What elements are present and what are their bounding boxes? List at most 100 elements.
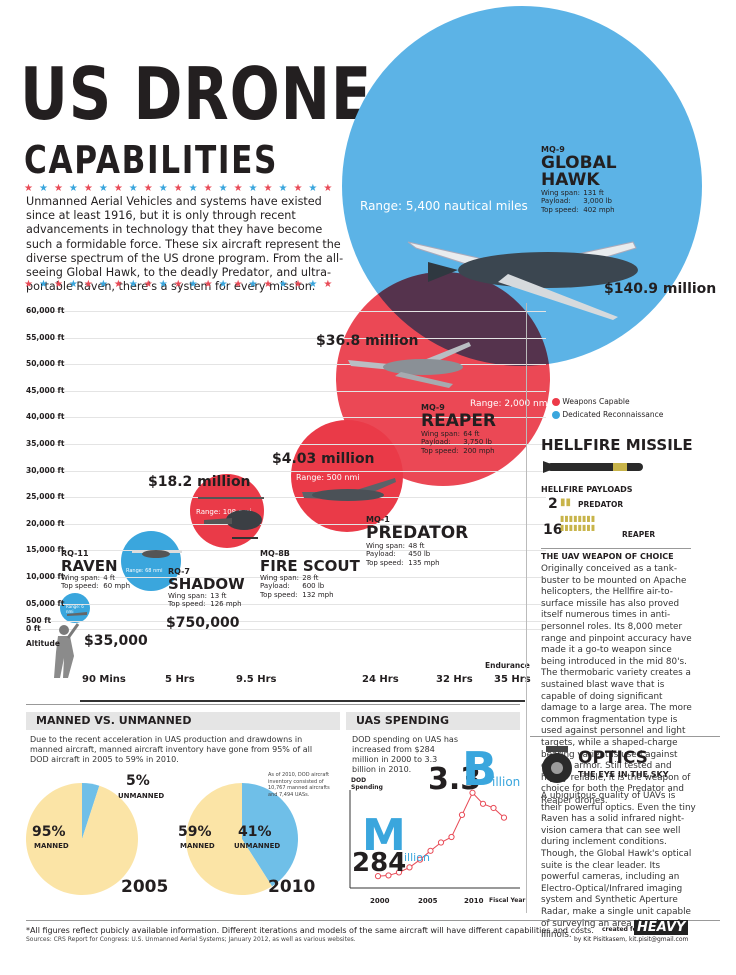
spec-value: 48 ft [408,541,425,550]
y-tick-label: 45,000 ft [26,385,65,395]
drone-code: MQ-8B [260,549,290,558]
drone-name: FIRE SCOUT [260,556,360,575]
x-tick-label: 5 Hrs [165,674,195,685]
spending-point [500,814,508,821]
spending-y-label: DOD Spending [351,777,383,791]
spending-big-word: illion [492,775,521,789]
inventory-note: As of 2010, DOD aircraft inventory consi… [268,772,330,798]
pie-2005-unmanned-label: UNMANNED [118,792,165,800]
x-tick-label: 90 Mins [82,674,126,685]
fire-scout-image [198,497,264,539]
spending-point [479,800,487,807]
spec-label: Payload: [421,438,451,446]
y-tick-label: 25,000 ft [26,492,65,502]
reaper-cost: $36.8 million [316,333,419,349]
spec-value: 126 mph [210,600,242,608]
x-tick-label: 35 Hrs [494,674,531,685]
spec-value: 3,750 lb [463,438,492,446]
predator-missile-count: 2 [548,496,558,512]
pie-2005-manned-label: MANNED [34,842,69,850]
spec-label: Top speed: [421,446,459,455]
author-credit: by Kit Pisitkasem, kit.pisit@gmail.com [574,936,689,943]
spec-value: 132 mph [302,590,334,599]
optics-subtitle: THE EYE IN THE SKY [578,770,669,779]
fire-scout-label: MQ-8B FIRE SCOUT Wing span: 28 ft Payloa… [260,549,360,599]
pie-2010-manned-percent: 59% [178,824,212,840]
spec-value: 600 lb [302,582,325,590]
hellfire-body: Originally conceived as a tank-buster to… [541,564,692,806]
predator-label: MQ-1 PREDATOR Wing span: 48 ft Payload: … [366,515,468,567]
divider [530,736,720,737]
spending-small-word: illion [404,851,430,864]
gridline [26,603,546,605]
spending-section-header: UAS SPENDING [346,712,520,730]
pie-2010-unmanned-percent: 41% [238,824,272,840]
gridline [26,497,546,499]
gridline [26,621,546,622]
gridline [26,470,546,472]
y-tick-label: 40,000 ft [26,412,65,422]
raven-cost: $35,000 [84,633,148,649]
predator-range-circle [291,420,403,532]
spending-point [374,873,382,880]
reaper-missile-count: 16 [543,522,563,538]
pie-2005-year: 2005 [121,877,169,897]
gridline [26,337,546,339]
spending-point [448,833,455,841]
gridline [26,523,546,525]
pie-slice-manned [26,783,139,895]
shadow-range-circle [121,531,181,591]
hellfire-title: HELLFIRE MISSILE [541,436,693,454]
gridline [26,417,546,419]
gridline [26,311,546,312]
spec-value: 64 ft [463,429,480,438]
divider [26,920,720,921]
x-tick-label: 24 Hrs [362,674,399,685]
y-tick-label: 0 ft [26,624,41,633]
spec-label: Wing span: [366,541,405,550]
global-hawk-cost: $140.9 million [604,281,717,297]
spec-label: Top speed: [541,205,579,214]
reaper-payload-label: REAPER [622,530,656,539]
drone-name: REAPER [421,410,497,431]
spending-x-tick: 2000 [370,897,390,905]
shadow-image [132,550,182,558]
reaper-image [348,342,471,388]
legend-swatch-weapons [552,398,560,406]
y-tick-label: 500 ft [26,616,52,625]
optics-body: A ubiquitous quality of UAVs is their po… [541,791,696,941]
predator-payload-label: PREDATOR [578,500,624,509]
spending-x-label: Fiscal Year [489,897,526,904]
raven-range: Range: 6 nmi [66,604,84,614]
fire-scout-cost: $18.2 million [148,474,251,490]
footer-sources: Sources: CRS Report for Congress: U.S. U… [26,936,356,943]
predator-range: Range: 500 nmi [296,473,360,482]
spending-point [469,789,476,796]
pie-2010-unmanned-label: UNMANNED [234,842,281,850]
spec-label: Top speed: [61,582,99,590]
spec-value: 4 ft [103,573,115,582]
spending-point [406,864,413,871]
fire-scout-range: Range: 108 nmi [196,508,252,516]
drone-code: MQ-1 [366,515,390,524]
y-tick-label: 05,000 ft [26,598,65,608]
star-divider-bottom: ★★★★★★★★★★★★★★★★★★★★★ [24,279,339,290]
legend-label: Dedicated Reconnaissance [562,410,664,419]
gridline [26,364,546,366]
manned-section-header: MANNED VS. UNMANNED [26,712,340,730]
pie-2005-unmanned-percent: 5% [126,773,150,789]
gridline [26,550,546,552]
y-tick-label: 20,000 ft [26,518,65,528]
predator-image [302,478,396,501]
divider [26,704,520,705]
spec-label: Wing span: [541,188,580,197]
drone-code: MQ-9 [421,403,445,412]
pie-2005-manned-percent: 95% [32,824,66,840]
pie-2010-manned-label: MANNED [180,842,215,850]
global-hawk-range: Range: 5,400 nautical miles [360,199,528,213]
footer-note: *All figures reflect pubicly available i… [26,926,594,935]
shadow-cost: $750,000 [166,615,240,631]
missile-icon: ▮▮ [560,497,572,508]
shadow-label: RQ-7 SHADOW Wing span: 13 ft Top speed: … [168,567,245,609]
y-tick-label: 15,000 ft [26,545,65,555]
